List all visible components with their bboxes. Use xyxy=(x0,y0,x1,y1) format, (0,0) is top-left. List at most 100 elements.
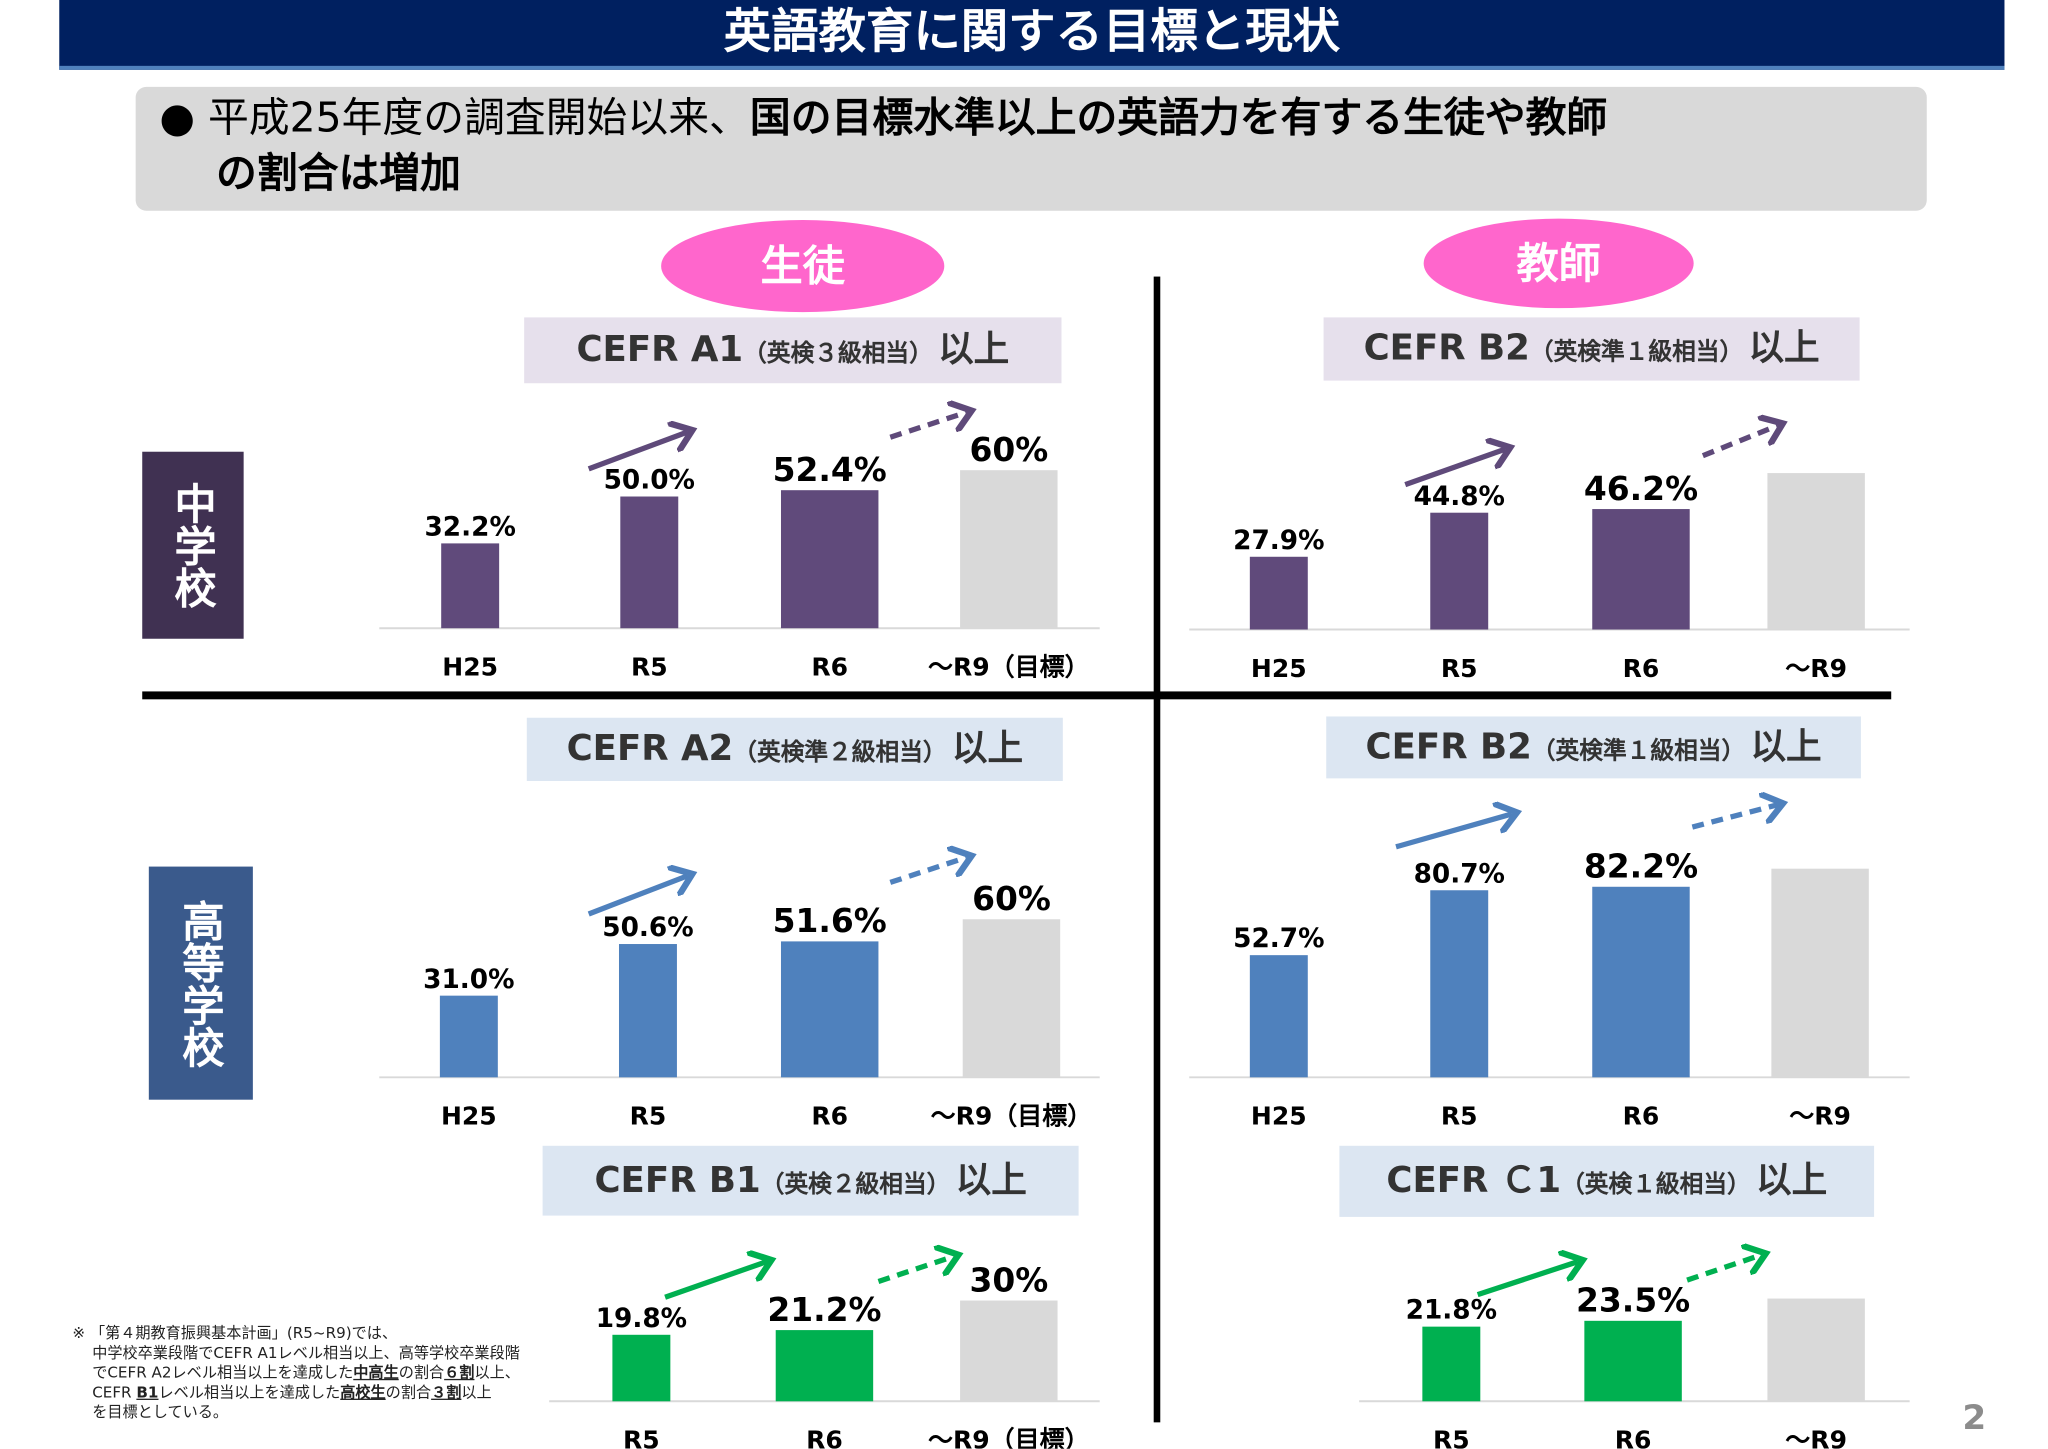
chart-header-0: CEFR A1（英検３級相当） 以上 xyxy=(524,317,1062,384)
data-label: 52.7% xyxy=(1233,924,1324,954)
chart-3: 52.7% H25 80.7% R5 82.2% R6 ～R9 xyxy=(1189,805,1910,1131)
chart-title-title: CEFR B1 xyxy=(594,1160,761,1202)
bar-R5 xyxy=(1430,890,1489,1078)
dashed-trend-arrow-icon xyxy=(889,857,966,885)
data-label: 44.8% xyxy=(1414,482,1505,512)
bar-R6 xyxy=(780,490,879,629)
summary-bold: 国の目標水準以上の英語力を有する生徒や教師 xyxy=(749,94,1608,143)
bar-R5 xyxy=(1430,512,1489,630)
category-label: ～R9（目標） xyxy=(928,1426,1090,1449)
chart-title-title: CEFR B2 xyxy=(1365,726,1532,768)
trend-arrow-icon xyxy=(1476,1262,1578,1298)
category-label: R6 xyxy=(811,1102,848,1131)
bar-H25 xyxy=(1249,556,1308,630)
chart-header-5: CEFR Ｃ1（英検１級相当） 以上 xyxy=(1339,1145,1875,1217)
chart-header-2: CEFR A2（英検準２級相当） 以上 xyxy=(526,717,1063,781)
chart-title-title-note: （英検３級相当） xyxy=(743,339,933,368)
data-label: 46.2% xyxy=(1584,469,1698,508)
footnote-text: でCEFR A2レベル相当以上を達成した xyxy=(92,1363,354,1382)
category-label: R6 xyxy=(1623,654,1660,683)
footnote-line: ※ 「第４期教育振興基本計画」(R5~R9)では、 xyxy=(72,1324,519,1344)
category-label: R5 xyxy=(1441,1102,1478,1131)
dashed-trend-arrow-icon xyxy=(877,1256,953,1284)
data-label: 23.5% xyxy=(1576,1281,1690,1320)
category-label: ～R9 xyxy=(1785,1426,1847,1449)
category-label: ～R9 xyxy=(1785,654,1847,683)
page-number: 2 xyxy=(1962,1398,1987,1439)
footnote-text: CEFR xyxy=(92,1382,137,1402)
data-label: 21.2% xyxy=(767,1290,881,1329)
data-label: 21.8% xyxy=(1406,1296,1497,1326)
category-label: R5 xyxy=(623,1426,660,1449)
chart-title-title: CEFR A2 xyxy=(566,728,734,770)
bar-～R9 xyxy=(1767,473,1865,630)
chart-1: 27.9% H25 44.8% R5 46.2% R6 ～R9 xyxy=(1189,425,1910,683)
category-label: R6 xyxy=(1615,1426,1652,1449)
footnote-text: 以上 xyxy=(461,1382,492,1402)
chart-title-title: CEFR Ｃ1 xyxy=(1386,1160,1562,1202)
footnote-line: を目標としている。 xyxy=(72,1403,519,1423)
slide-title: 英語教育に関する目標と現状 xyxy=(59,0,2005,70)
bar-H25 xyxy=(441,543,500,629)
footnote-text: 高校生 xyxy=(340,1382,386,1402)
chart-title-title-note: （英検準１級相当） xyxy=(1531,737,1746,766)
vertical-divider xyxy=(1153,276,1161,1423)
chart-title-title: CEFR A1 xyxy=(576,329,744,371)
chart-title-title-suffix: 以上 xyxy=(1748,327,1820,369)
footnote-line: 中学校卒業段階でCEFR A1レベル相当以上、高等学校卒業段階 xyxy=(72,1343,520,1363)
data-label: 52.4% xyxy=(773,450,887,489)
data-label: 19.8% xyxy=(596,1304,687,1334)
chart-5: 21.8% R5 23.5% R6 ～R9 xyxy=(1359,1255,1910,1449)
category-label: H25 xyxy=(442,653,498,682)
footnote-text: の割合 xyxy=(385,1382,432,1402)
chart-title-title-suffix: 以上 xyxy=(955,1160,1027,1202)
bar-～R9 xyxy=(1771,868,1869,1078)
bar-R6 xyxy=(1584,1320,1682,1402)
chart-header-1: CEFR B2（英検準１級相当） 以上 xyxy=(1323,317,1860,381)
chart-title-title-suffix: 以上 xyxy=(951,728,1024,770)
trend-arrow-icon xyxy=(1404,449,1505,488)
category-label: R5 xyxy=(1441,654,1478,683)
footnote-text: 中学校卒業段階でCEFR A1レベル相当以上、高等学校卒業段階 xyxy=(92,1343,520,1362)
footnote-text: ３割 xyxy=(431,1382,462,1402)
data-label: 60% xyxy=(972,879,1051,918)
chart-title-title-note: （英検１級相当） xyxy=(1561,1170,1751,1199)
bullet: ● xyxy=(159,94,195,143)
bar-～R9（目標） xyxy=(962,919,1061,1078)
footnote-line: でCEFR A2レベル相当以上を達成した中高生の割合６割以上、 xyxy=(72,1363,520,1383)
category-label: R5 xyxy=(631,653,668,682)
bar-R5 xyxy=(618,944,677,1078)
chart-0: 32.2% H25 50.0% R5 52.4% R6 60% ～R9（目標） xyxy=(379,412,1100,682)
footnote-line: CEFR B1レベル相当以上を達成した高校生の割合３割以上 xyxy=(72,1383,519,1403)
summary-line2: の割合は増加 xyxy=(215,150,461,198)
category-label: R6 xyxy=(806,1426,843,1449)
chart-title-title-note: （英検準１級相当） xyxy=(1529,338,1744,367)
dashed-trend-arrow-icon xyxy=(1701,425,1778,459)
chart-title-title-suffix: 以上 xyxy=(938,329,1010,371)
trend-arrow-icon xyxy=(587,876,688,917)
category-label: H25 xyxy=(1251,1102,1307,1131)
trend-arrow-icon xyxy=(664,1262,766,1300)
category-label: R5 xyxy=(630,1102,667,1131)
bar-R6 xyxy=(1592,509,1690,630)
category-label: H25 xyxy=(1251,654,1307,683)
chart-title-title-suffix: 以上 xyxy=(1750,726,1822,768)
chart-2: 31.0% H25 50.6% R5 51.6% R6 60% ～R9（目標） xyxy=(379,857,1100,1131)
trend-arrow-icon xyxy=(1395,814,1512,850)
high-school-label: 高等学校 xyxy=(148,866,253,1100)
bar-～R9 xyxy=(1767,1298,1865,1402)
category-label: R6 xyxy=(811,653,848,682)
footnote-text: を目標としている。 xyxy=(92,1402,229,1422)
footnote-text: レベル相当以上を達成した xyxy=(158,1382,341,1402)
footnote-text: ６割 xyxy=(444,1363,475,1382)
category-label: R5 xyxy=(1433,1426,1470,1449)
chart-header-4: CEFR B1（英検２級相当） 以上 xyxy=(542,1145,1079,1216)
horizontal-divider xyxy=(142,691,1892,700)
bar-H25 xyxy=(1249,955,1308,1078)
summary-normal: 平成25年度の調査開始以来、 xyxy=(207,94,750,143)
bar-R5 xyxy=(620,496,679,629)
chart-header-3: CEFR B2（英検準１級相当） 以上 xyxy=(1326,716,1861,779)
junior-high-label: 中学校 xyxy=(142,451,244,639)
data-label: 27.9% xyxy=(1233,526,1324,556)
